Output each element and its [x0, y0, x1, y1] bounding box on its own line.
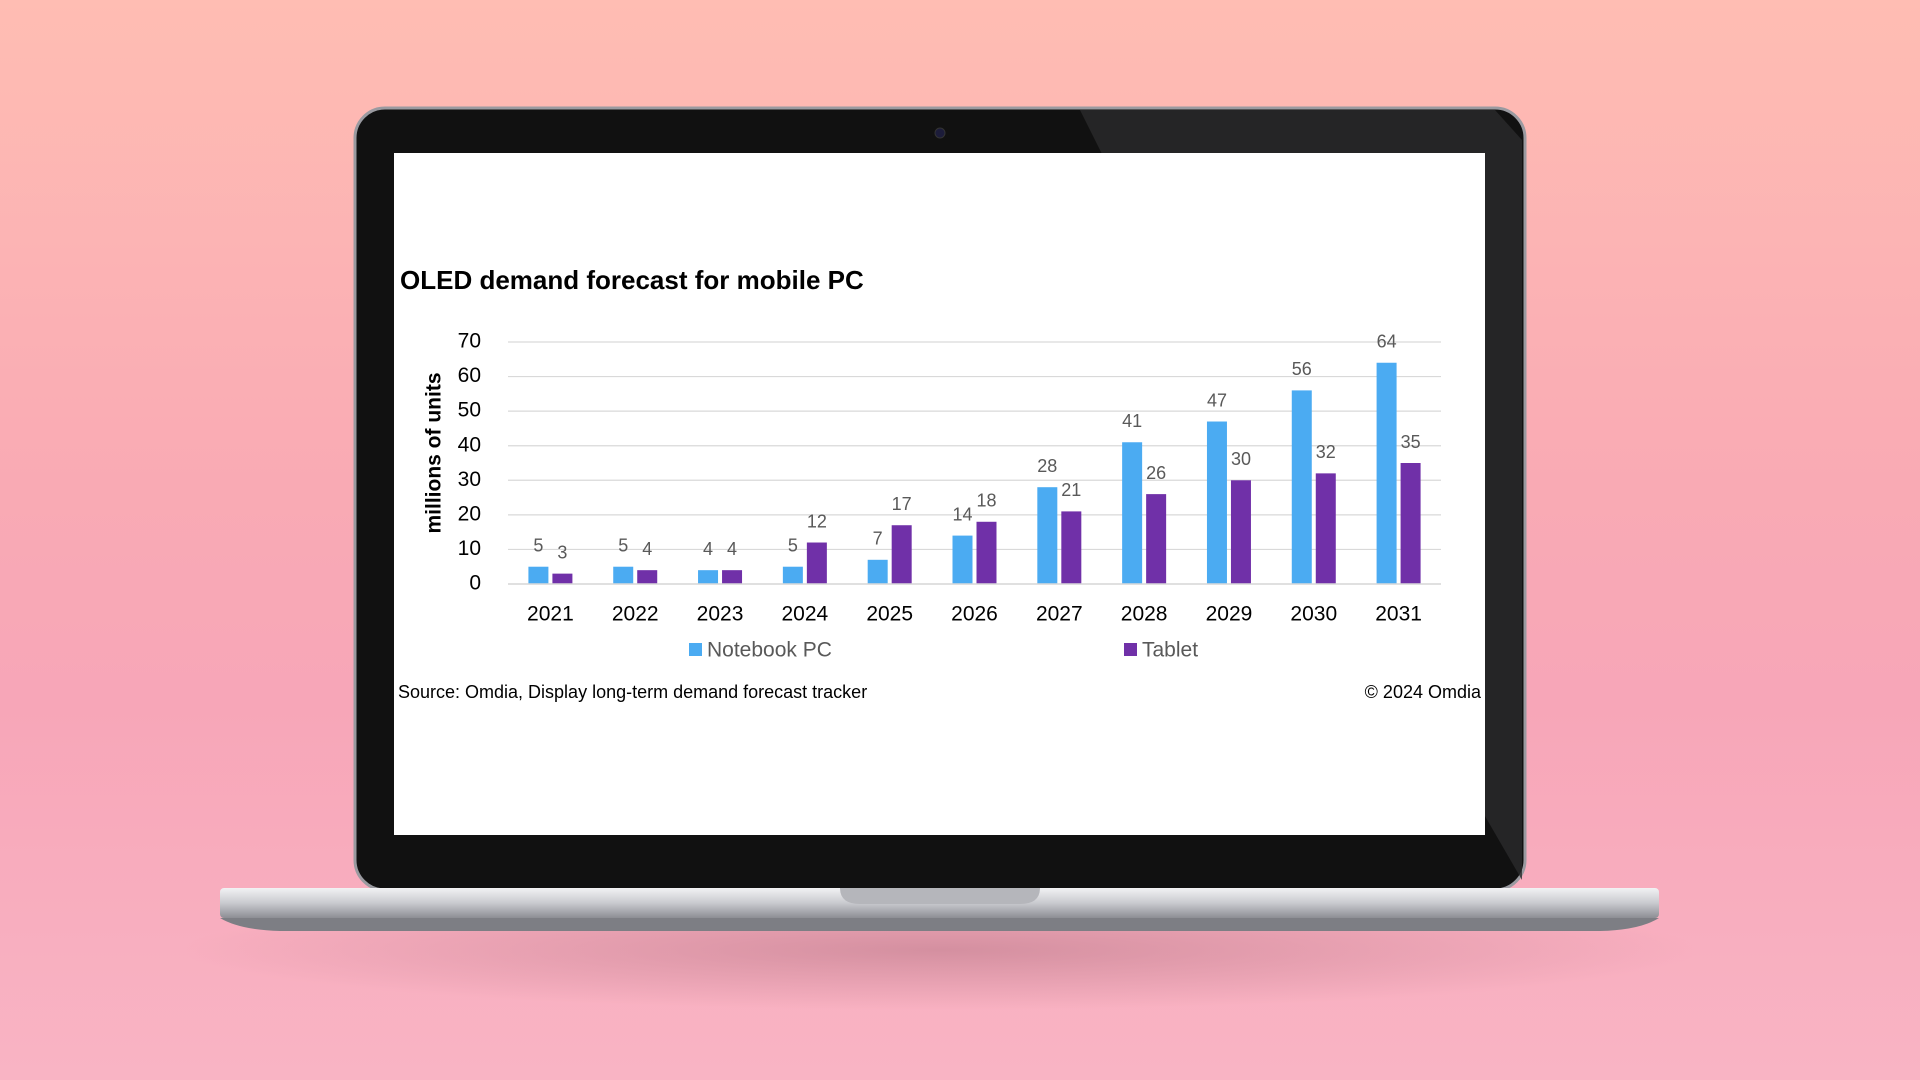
x-tick-label: 2023 — [697, 603, 744, 626]
bar — [806, 542, 827, 584]
data-label: 56 — [1292, 359, 1312, 379]
base-notch — [840, 888, 1040, 904]
source: Source: Omdia, Display long-term demand … — [398, 682, 867, 702]
bar — [698, 570, 719, 584]
y-axis-label: millions of units — [423, 373, 446, 534]
data-label: 4 — [727, 539, 737, 559]
data-label: 21 — [1061, 480, 1081, 500]
x-tick-label: 2028 — [1121, 603, 1168, 626]
data-label: 28 — [1037, 456, 1057, 476]
bar — [1291, 390, 1312, 584]
y-tick-label: 0 — [469, 572, 481, 595]
camera — [934, 127, 946, 139]
data-label: 32 — [1316, 442, 1336, 462]
x-tick-label: 2031 — [1375, 603, 1422, 626]
data-label: 14 — [952, 504, 972, 524]
data-label: 17 — [892, 494, 912, 514]
bar — [782, 566, 803, 584]
data-label: 64 — [1377, 331, 1397, 351]
bar — [1122, 442, 1143, 584]
bar — [1146, 494, 1167, 584]
bar — [952, 535, 973, 584]
copyright: © 2024 Omdia — [1365, 682, 1482, 702]
bar — [1230, 480, 1251, 584]
bar — [976, 521, 997, 584]
y-tick-label: 50 — [458, 399, 481, 422]
base-edge — [220, 918, 1659, 931]
data-label: 12 — [807, 511, 827, 531]
data-label: 7 — [873, 529, 883, 549]
data-label: 47 — [1207, 390, 1227, 410]
data-label: 26 — [1146, 463, 1166, 483]
y-tick-label: 70 — [458, 330, 481, 353]
data-label: 3 — [557, 542, 567, 562]
data-label: 5 — [533, 535, 543, 555]
bar — [552, 573, 573, 584]
data-label: 18 — [976, 491, 996, 511]
data-label: 41 — [1122, 411, 1142, 431]
x-tick-label: 2029 — [1206, 603, 1253, 626]
bar — [1061, 511, 1082, 584]
bar — [891, 525, 912, 584]
chart-title: OLED demand forecast for mobile PC — [400, 265, 864, 295]
x-tick-label: 2025 — [866, 603, 913, 626]
y-tick-label: 10 — [458, 537, 481, 560]
y-tick-label: 40 — [458, 433, 481, 456]
y-tick-label: 30 — [458, 468, 481, 491]
bar — [722, 570, 743, 584]
x-tick-label: 2021 — [527, 603, 574, 626]
legend-label: Notebook PC — [707, 639, 832, 662]
data-label: 4 — [642, 539, 652, 559]
data-label: 35 — [1401, 432, 1421, 452]
bar — [1037, 487, 1058, 584]
bar — [1315, 473, 1336, 584]
x-tick-label: 2026 — [951, 603, 998, 626]
x-tick-label: 2027 — [1036, 603, 1083, 626]
bar — [1400, 463, 1421, 584]
legend-label: Tablet — [1142, 639, 1198, 662]
legend-swatch — [689, 643, 702, 656]
bar — [613, 566, 634, 584]
data-label: 30 — [1231, 449, 1251, 469]
data-label: 4 — [703, 539, 713, 559]
bar — [1376, 362, 1397, 584]
x-tick-label: 2030 — [1290, 603, 1337, 626]
y-tick-label: 60 — [458, 364, 481, 387]
data-label: 5 — [788, 535, 798, 555]
bar — [1206, 421, 1227, 584]
data-label: 5 — [618, 535, 628, 555]
bar — [528, 566, 549, 584]
y-tick-label: 20 — [458, 502, 481, 525]
x-tick-label: 2022 — [612, 603, 659, 626]
bar — [637, 570, 658, 584]
legend-swatch — [1124, 643, 1137, 656]
bar — [867, 559, 888, 584]
x-tick-label: 2024 — [782, 603, 829, 626]
